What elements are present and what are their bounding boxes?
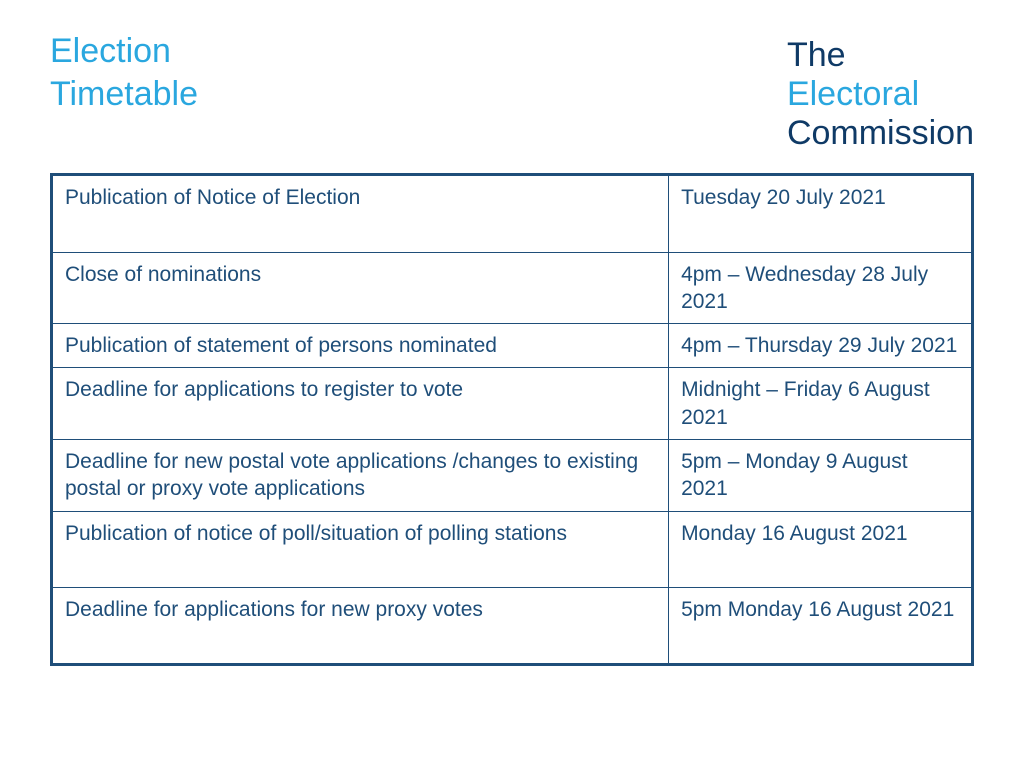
table-row: Publication of notice of poll/situation … xyxy=(52,511,973,587)
table-row: Deadline for applications for new proxy … xyxy=(52,587,973,664)
table-row: Publication of Notice of ElectionTuesday… xyxy=(52,175,973,252)
date-cell: 5pm – Monday 9 August 2021 xyxy=(669,440,973,512)
title-line-1: Election xyxy=(50,32,171,70)
date-cell: Monday 16 August 2021 xyxy=(669,511,973,587)
event-cell: Close of nominations xyxy=(52,252,669,324)
date-cell: 5pm Monday 16 August 2021 xyxy=(669,587,973,664)
event-cell: Publication of statement of persons nomi… xyxy=(52,324,669,368)
title-line-2: Timetable xyxy=(50,75,198,113)
logo: The Electoral Commission xyxy=(787,30,974,153)
date-cell: 4pm – Wednesday 28 July 2021 xyxy=(669,252,973,324)
event-cell: Deadline for applications to register to… xyxy=(52,368,669,440)
logo-line-3: Commission xyxy=(787,114,974,153)
event-cell: Publication of notice of poll/situation … xyxy=(52,511,669,587)
date-cell: Midnight – Friday 6 August 2021 xyxy=(669,368,973,440)
event-cell: Deadline for applications for new proxy … xyxy=(52,587,669,664)
logo-line-1: The xyxy=(787,36,974,75)
date-cell: Tuesday 20 July 2021 xyxy=(669,175,973,252)
page-title: Election Timetable xyxy=(50,30,198,115)
table-row: Close of nominations4pm – Wednesday 28 J… xyxy=(52,252,973,324)
event-cell: Publication of Notice of Election xyxy=(52,175,669,252)
table-row: Publication of statement of persons nomi… xyxy=(52,324,973,368)
table-row: Deadline for new postal vote application… xyxy=(52,440,973,512)
event-cell: Deadline for new postal vote application… xyxy=(52,440,669,512)
date-cell: 4pm – Thursday 29 July 2021 xyxy=(669,324,973,368)
logo-line-2: Electoral xyxy=(787,75,974,114)
table-row: Deadline for applications to register to… xyxy=(52,368,973,440)
timetable-table: Publication of Notice of ElectionTuesday… xyxy=(50,173,974,666)
